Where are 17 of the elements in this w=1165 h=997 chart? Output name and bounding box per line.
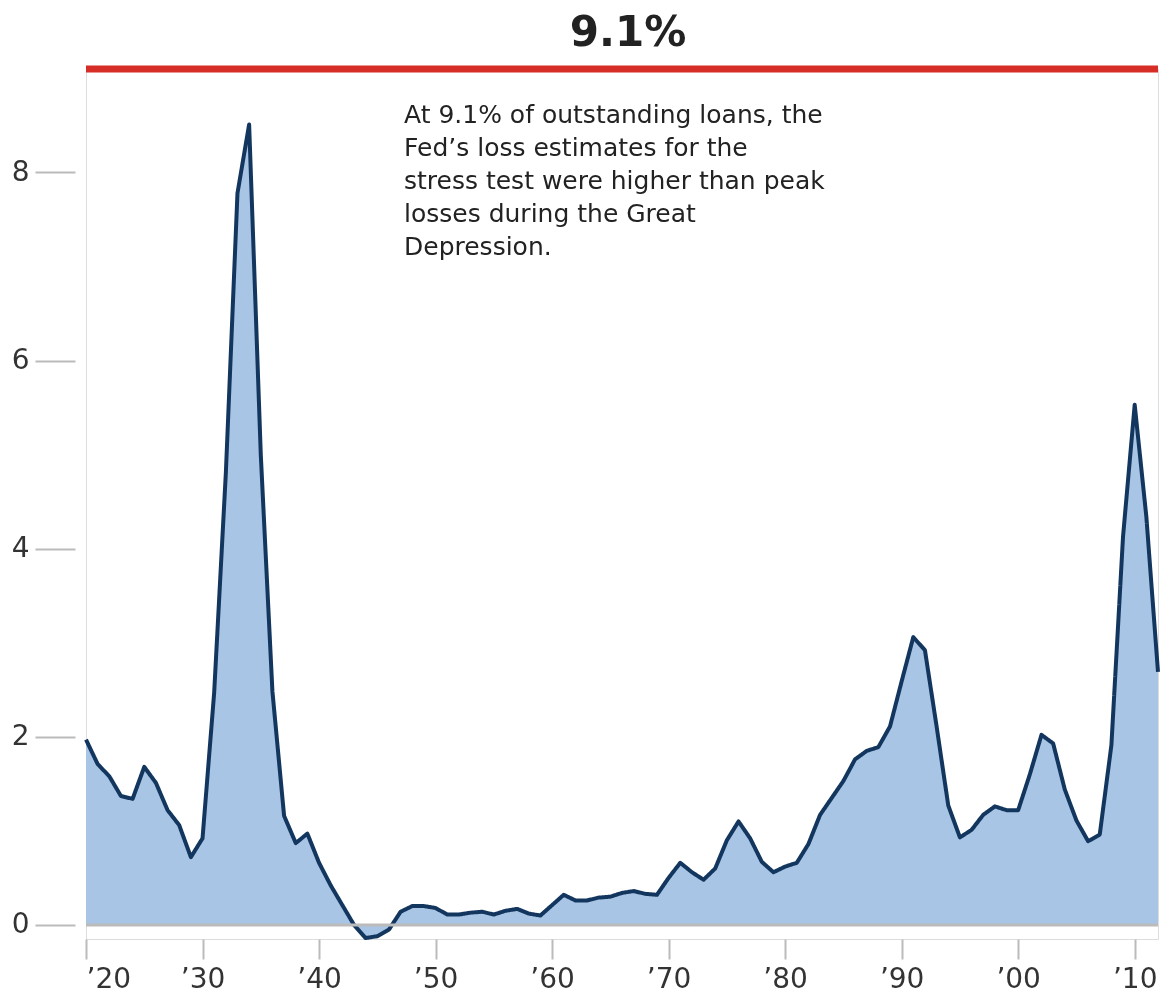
x-tick-label: ’50 — [413, 961, 459, 995]
x-tick-label: ’10 — [1112, 961, 1158, 995]
y-tick-label: 0 — [11, 907, 30, 941]
y-tick-label: 6 — [11, 343, 30, 377]
y-tick-label: 4 — [11, 531, 30, 565]
x-tick-label: ’20 — [86, 961, 132, 995]
annotation: At 9.1% of outstanding loans, the Fed’s loss estimates for the stress test were higher than peak losses during the Great Depression. — [404, 100, 826, 261]
x-tick-label: ’70 — [646, 961, 692, 995]
x-tick-label: ’90 — [879, 961, 925, 995]
y-tick-label: 8 — [11, 154, 30, 188]
y-tick-label: 2 — [11, 719, 30, 753]
ref-line-label: 9.1% — [569, 7, 687, 56]
x-tick-label: ’60 — [530, 961, 575, 995]
x-tick-label: ’30 — [180, 961, 226, 995]
x-tick-label: ’80 — [763, 961, 808, 995]
x-tick-label: ’40 — [297, 961, 342, 995]
x-tick-label: ’00 — [996, 961, 1041, 995]
